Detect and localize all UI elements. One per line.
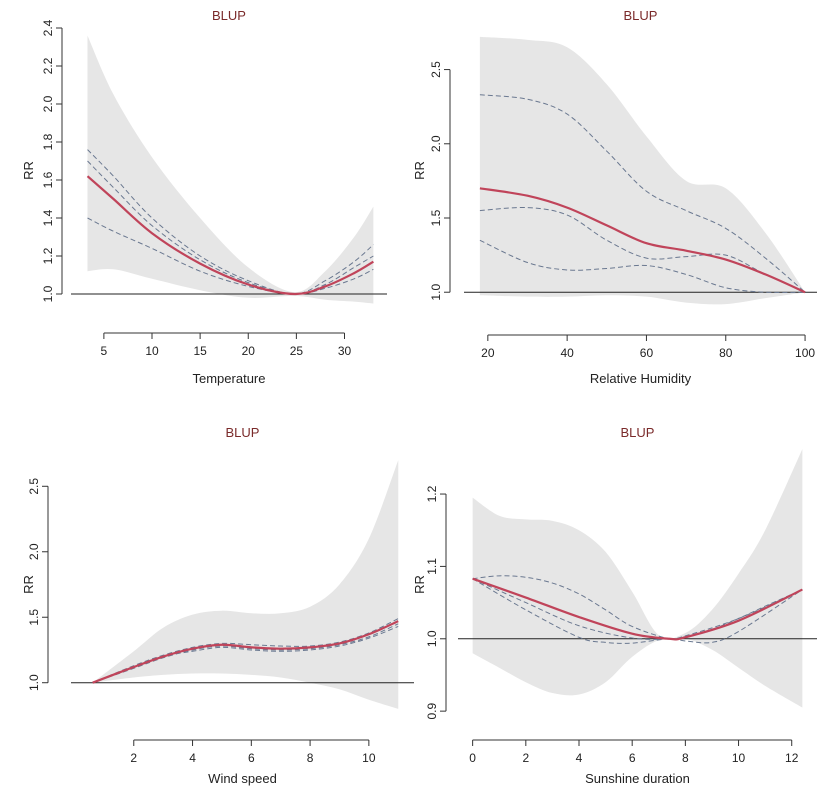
- y-axis-label: RR: [412, 161, 427, 180]
- x-tick-label: 6: [629, 751, 636, 765]
- x-tick-label: 8: [307, 751, 314, 765]
- x-tick-label: 2: [130, 751, 137, 765]
- x-axis-label: Relative Humidity: [590, 371, 692, 386]
- x-tick-label: 6: [248, 751, 255, 765]
- ci-band: [92, 460, 399, 709]
- panel-title: BLUP: [621, 425, 655, 440]
- x-axis-label: Sunshine duration: [585, 771, 690, 786]
- blup-curve-2: [87, 160, 374, 295]
- panel-wind-speed: 2 4 6 8 10 1.0 1.5 2.0 2.5 BLUP Wind speed RR: [21, 425, 414, 786]
- blup-curve-2: [479, 207, 806, 293]
- y-tick-label: 1.8: [41, 133, 55, 150]
- y-tick-label: 2.0: [429, 135, 443, 152]
- x-tick-label: 15: [193, 344, 207, 358]
- panel-relative-humidity: 20 40 60 80 100 1.0 1.5 2.0 2.5 BLUP Relative Humi…: [412, 8, 817, 386]
- pooled-curve: [92, 620, 399, 684]
- x-tick-label: 60: [640, 346, 654, 360]
- blup-curve-1: [92, 618, 399, 684]
- y-tick-label: 1.0: [425, 630, 439, 647]
- x-axis-label: Temperature: [193, 371, 266, 386]
- blup-curve-1: [479, 94, 806, 293]
- x-tick-label: 5: [101, 344, 108, 358]
- x-tick-label: 10: [145, 344, 159, 358]
- panel-title: BLUP: [212, 8, 246, 23]
- blup-curve-3: [479, 239, 806, 294]
- y-tick-label: 1.0: [429, 284, 443, 301]
- x-tick-label: 100: [795, 346, 815, 360]
- y-tick-label: 1.0: [41, 285, 55, 302]
- x-tick-label: 4: [576, 751, 583, 765]
- y-tick-label: 0.9: [425, 702, 439, 719]
- x-tick-label: 40: [560, 346, 574, 360]
- y-tick-label: 2.2: [41, 57, 55, 74]
- x-axis-label: Wind speed: [208, 771, 277, 786]
- panel-temperature: 5 10 15 20 25 30 1.0 1.2 1.4 1.6 1.8 2.0 2.2 2.4 BLUP T…: [21, 8, 387, 386]
- y-tick-label: 1.6: [41, 171, 55, 188]
- y-tick-label: 2.0: [41, 95, 55, 112]
- ci-band: [472, 449, 803, 708]
- y-axis-label: RR: [21, 575, 36, 594]
- blup-curve-3: [472, 578, 803, 640]
- x-tick-label: 0: [469, 751, 476, 765]
- y-tick-label: 1.2: [41, 247, 55, 264]
- y-tick-label: 1.0: [27, 674, 41, 691]
- x-tick-label: 8: [682, 751, 689, 765]
- panel-sunshine-duration: 0 2 4 6 8 10 12 0.9 1.0 1.1 1.2 BLUP Sunshine durati…: [412, 425, 817, 786]
- x-tick-label: 80: [719, 346, 733, 360]
- pooled-curve: [86, 175, 374, 296]
- ci-band: [87, 35, 374, 304]
- x-tick-label: 20: [481, 346, 495, 360]
- y-axis-label: RR: [412, 575, 427, 594]
- blup-curve-3: [87, 217, 374, 295]
- x-tick-label: 30: [338, 344, 352, 358]
- x-tick-label: 25: [290, 344, 304, 358]
- pooled-curve: [472, 577, 803, 641]
- panel-title: BLUP: [624, 8, 658, 23]
- blup-curve-2: [92, 623, 399, 684]
- y-tick-label: 2.4: [41, 19, 55, 36]
- panel-title: BLUP: [226, 425, 260, 440]
- x-tick-label: 2: [522, 751, 529, 765]
- x-tick-label: 20: [242, 344, 256, 358]
- x-tick-label: 10: [362, 751, 376, 765]
- y-tick-label: 2.0: [27, 543, 41, 560]
- pooled-curve: [479, 187, 806, 294]
- y-tick-label: 2.5: [27, 478, 41, 495]
- y-axis-label: RR: [21, 161, 36, 180]
- x-tick-label: 4: [189, 751, 196, 765]
- y-tick-label: 1.1: [425, 558, 439, 575]
- y-tick-label: 2.5: [429, 61, 443, 78]
- x-tick-label: 12: [785, 751, 799, 765]
- blup-curve-1: [87, 149, 374, 295]
- y-tick-label: 1.4: [41, 209, 55, 226]
- y-tick-label: 1.5: [27, 609, 41, 626]
- y-tick-label: 1.2: [425, 485, 439, 502]
- y-tick-label: 1.5: [429, 209, 443, 226]
- x-tick-label: 10: [732, 751, 746, 765]
- ci-band: [479, 36, 806, 305]
